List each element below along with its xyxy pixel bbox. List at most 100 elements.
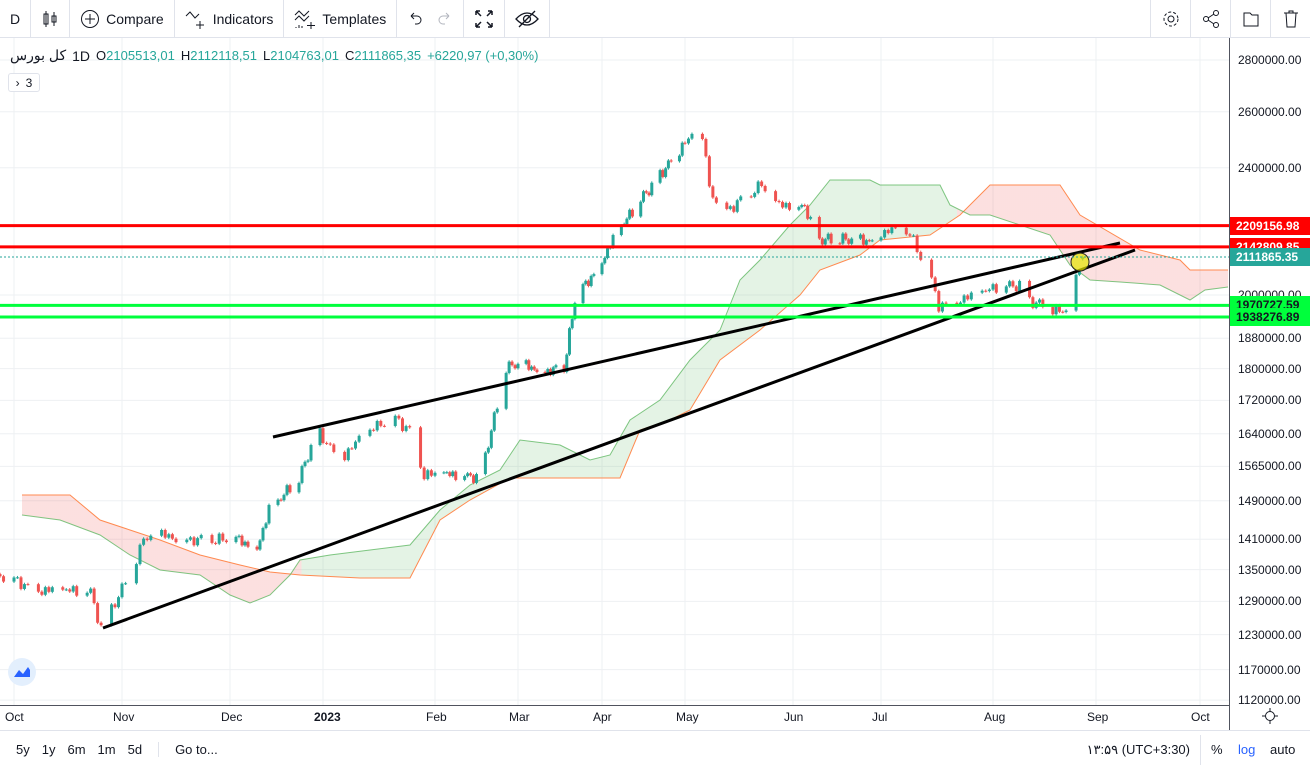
candle — [886, 230, 890, 234]
candle — [224, 540, 228, 543]
range-1y[interactable]: 1y — [41, 742, 56, 757]
candle — [1064, 310, 1068, 313]
price-tick: 2800000.00 — [1238, 53, 1302, 67]
redo-icon[interactable] — [437, 11, 453, 27]
candle — [379, 420, 383, 426]
range-1m[interactable]: 1m — [97, 742, 116, 757]
candle — [774, 191, 778, 202]
candle — [966, 295, 970, 300]
price-axis-border — [1229, 38, 1230, 730]
axis-settings-button[interactable] — [1262, 708, 1278, 729]
templates-label: Templates — [322, 10, 387, 27]
candle — [303, 461, 307, 467]
candle — [61, 587, 65, 590]
candle — [1077, 270, 1081, 275]
fullscreen-button[interactable] — [464, 0, 506, 38]
share-button[interactable] — [1190, 0, 1230, 38]
candle — [581, 284, 585, 304]
candle — [603, 257, 607, 264]
timezone-clock[interactable]: ۱۳:۵۹ (UTC+3:30) — [1086, 741, 1190, 757]
interval-button[interactable]: D — [0, 0, 32, 38]
high-label: H — [180, 48, 191, 63]
auto-toggle[interactable]: auto — [1270, 742, 1296, 757]
time-tick: Sep — [1087, 710, 1109, 724]
candle — [454, 471, 458, 480]
snapshot-button[interactable] — [1230, 0, 1270, 38]
candle — [149, 535, 153, 540]
candle — [683, 142, 687, 144]
indicators-collapse-button[interactable]: › 3 — [8, 73, 40, 92]
low-value: 2104763,01 — [270, 48, 339, 63]
candle — [987, 289, 991, 292]
indicators-count: 3 — [25, 75, 33, 90]
delete-button[interactable] — [1270, 0, 1310, 38]
symbol-name[interactable]: کل بورس — [10, 47, 67, 63]
candle — [138, 544, 142, 565]
candle — [625, 218, 629, 224]
divider — [1200, 734, 1201, 765]
candle — [145, 538, 149, 540]
candle — [300, 466, 304, 483]
templates-button[interactable]: Templates — [284, 0, 398, 38]
compare-button[interactable]: Compare — [70, 0, 175, 38]
candle — [739, 196, 743, 201]
chart-type-button[interactable] — [31, 0, 71, 38]
range-6m[interactable]: 6m — [67, 742, 86, 757]
percent-toggle[interactable]: % — [1211, 742, 1223, 757]
candle — [879, 237, 883, 241]
candle — [554, 365, 558, 368]
log-toggle[interactable]: log — [1238, 742, 1256, 757]
hide-drawings-button[interactable] — [505, 0, 551, 38]
candle — [781, 201, 785, 208]
settings-button[interactable] — [1150, 0, 1190, 38]
tradingview-logo[interactable] — [8, 658, 36, 686]
candle — [543, 371, 547, 374]
candle — [393, 415, 397, 426]
candle — [611, 234, 615, 248]
candle — [650, 182, 654, 196]
goto-button[interactable]: Go to... — [175, 742, 218, 757]
price-tick: 1490000.00 — [1238, 493, 1302, 508]
undo-icon[interactable] — [407, 11, 423, 27]
candle — [68, 589, 72, 592]
candle — [318, 428, 322, 445]
candle — [647, 192, 651, 196]
candle — [134, 564, 138, 584]
candle — [426, 470, 430, 480]
top-toolbar: D Compare Indicators Templates — [0, 0, 1310, 38]
time-tick: Apr — [593, 710, 612, 724]
time-tick: Mar — [509, 710, 530, 724]
candle — [984, 290, 988, 292]
candle — [71, 586, 75, 592]
candle — [309, 444, 313, 461]
candle — [788, 203, 792, 210]
candle — [466, 473, 470, 477]
eye-crossed-icon — [515, 10, 540, 28]
ohlc-low: L2104763,01 — [263, 48, 339, 63]
candle — [451, 471, 455, 477]
candle — [469, 473, 473, 476]
range-5d[interactable]: 5d — [127, 742, 143, 757]
interval-label: D — [10, 10, 21, 27]
candle — [800, 205, 804, 208]
candle — [524, 360, 528, 364]
candle — [809, 217, 813, 219]
candle — [255, 546, 259, 550]
candle — [472, 475, 476, 483]
range-5y[interactable]: 5y — [16, 742, 30, 757]
candle — [264, 523, 268, 529]
gear-icon — [1161, 9, 1181, 29]
candle — [867, 240, 871, 242]
candle — [893, 227, 897, 229]
candle — [763, 186, 767, 192]
price-chart[interactable] — [0, 38, 1230, 705]
price-tick: 1170000.00 — [1238, 662, 1301, 677]
ohlc-high: H2112118,51 — [181, 48, 257, 63]
candle — [375, 420, 379, 431]
candle — [803, 205, 807, 207]
candle — [475, 474, 478, 483]
time-tick: Oct — [5, 710, 24, 724]
indicators-button[interactable]: Indicators — [175, 0, 285, 38]
range-buttons: 5y 1y 6m 1m 5d — [0, 742, 160, 757]
candle — [382, 425, 386, 427]
